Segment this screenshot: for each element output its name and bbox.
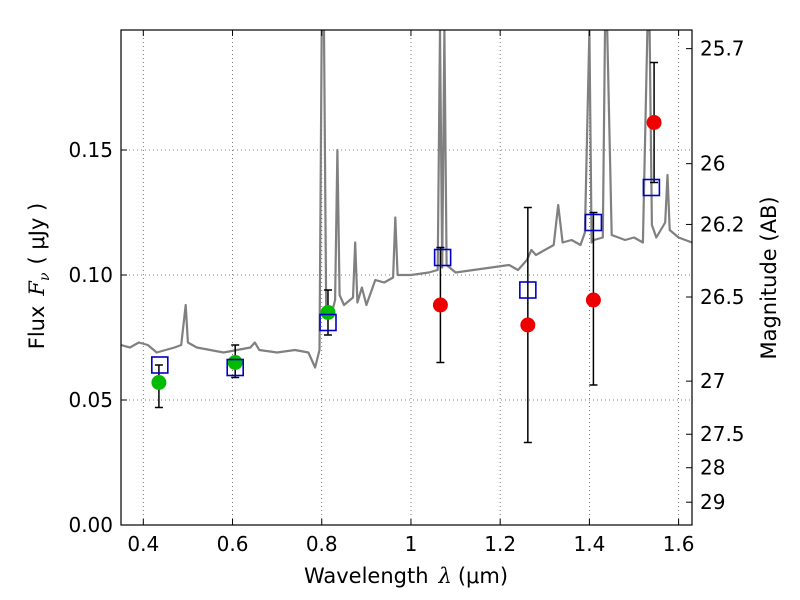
plot-frame — [120, 29, 693, 526]
x-tick-label: 0.6 — [217, 532, 249, 556]
y-tick-label: 0.05 — [68, 388, 113, 412]
y-axis-title-unit: ( μJy ) — [25, 203, 49, 265]
grid — [121, 30, 692, 525]
model-point — [519, 281, 537, 299]
model-point — [226, 358, 244, 377]
observed-point-green — [227, 355, 243, 370]
y-axis-title-prefix: Flux — [25, 306, 49, 350]
y-axis-title-symbol: F — [25, 280, 49, 297]
y2-tick-label: 28 — [700, 456, 725, 480]
y-ticks: 0.00 0.05 0.10 0.15 — [68, 138, 127, 537]
x-axis-title: Wavelength λ (μm) — [304, 564, 508, 588]
y-axis-title: Flux Fν ( μJy ) — [25, 203, 53, 349]
y2-tick-label: 26.2 — [700, 212, 745, 236]
model-points — [151, 178, 661, 377]
spectrum-line — [121, 30, 692, 369]
x-axis-title-unit: (μm) — [458, 564, 508, 588]
model-point — [319, 313, 337, 332]
x-tick-label: 1.6 — [663, 532, 695, 556]
x-tick-label: 1 — [405, 532, 418, 556]
y-tick-label: 0.00 — [68, 513, 113, 537]
y2-tick-label: 26.5 — [700, 285, 745, 309]
observed-point-red — [646, 115, 662, 130]
observed-point-red — [432, 297, 448, 313]
y2-tick-label: 27 — [700, 369, 725, 393]
y2-tick-label: 29 — [700, 490, 725, 514]
spectrum-group — [121, 30, 692, 369]
x-tick-label: 1.4 — [573, 532, 605, 556]
y-tick-label: 0.10 — [68, 263, 113, 287]
observed-point-green — [320, 305, 336, 320]
plot-background — [121, 30, 692, 525]
y2-tick-label: 25.7 — [700, 37, 745, 61]
observed-point-red — [520, 317, 536, 333]
model-point — [584, 213, 603, 232]
y2-tick-label: 26 — [700, 152, 725, 176]
observed-point-green — [151, 375, 167, 390]
x-axis-title-prefix: Wavelength — [304, 564, 429, 588]
model-point — [433, 248, 452, 267]
model-point — [151, 356, 169, 374]
y2-ticks: 25.7 26 26.2 26.5 27 27.5 28 29 — [686, 37, 745, 514]
x-ticks: 0.4 0.6 0.8 1 1.2 1.4 1.6 — [127, 30, 695, 556]
y-tick-label: 0.15 — [68, 138, 113, 162]
model-point — [642, 178, 661, 197]
x-tick-label: 0.4 — [127, 532, 159, 556]
y2-axis-title: Magnitude (AB) — [757, 196, 781, 359]
x-tick-label: 1.2 — [484, 532, 516, 556]
observed-point-red — [585, 292, 601, 308]
y2-tick-label: 27.5 — [700, 422, 745, 446]
y-axis-title-subscript: ν — [37, 272, 53, 281]
x-tick-label: 0.8 — [306, 532, 338, 556]
x-axis-title-symbol: λ — [438, 564, 452, 588]
